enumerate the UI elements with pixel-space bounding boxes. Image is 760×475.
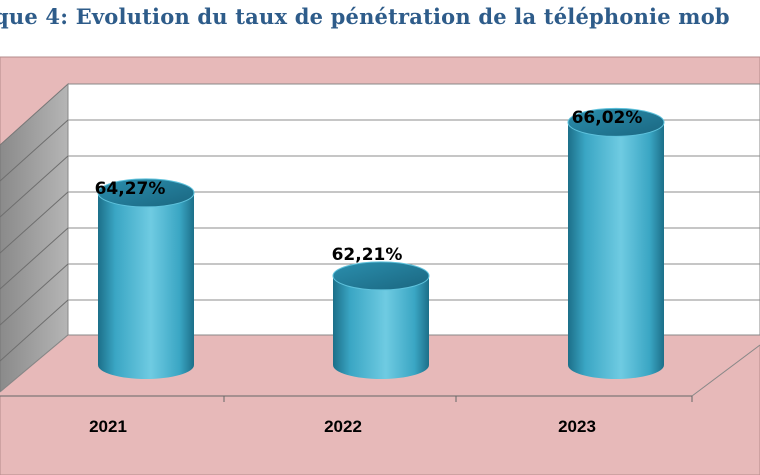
x-axis-ticks bbox=[223, 396, 693, 402]
bar-body bbox=[333, 275, 429, 379]
side-gridline bbox=[0, 263, 69, 326]
side-gridline bbox=[0, 227, 69, 290]
x-tick-label-2023: 2023 bbox=[558, 417, 596, 436]
x-tick-label-2021: 2021 bbox=[89, 417, 127, 436]
data-label-2021: 64,27% bbox=[95, 179, 166, 199]
side-gridline bbox=[0, 191, 69, 254]
bar-body bbox=[568, 122, 664, 380]
bar-2023 bbox=[567, 107, 665, 380]
bar-body bbox=[98, 192, 194, 379]
side-gridline bbox=[0, 155, 69, 218]
bar-2022 bbox=[332, 261, 430, 379]
bar-top bbox=[97, 178, 195, 208]
chart-title: que 4: Evolution du taux de pénétration … bbox=[0, 4, 730, 29]
side-gridline bbox=[0, 119, 69, 182]
bar-top bbox=[567, 107, 665, 137]
data-label-2022: 62,21% bbox=[332, 245, 403, 265]
bar-top bbox=[332, 261, 430, 291]
floor-right-edge bbox=[691, 344, 760, 397]
bar-2021 bbox=[97, 178, 195, 379]
floor-left-edge bbox=[0, 334, 69, 393]
data-label-2023: 66,02% bbox=[572, 108, 643, 128]
x-tick-label-2022: 2022 bbox=[324, 417, 362, 436]
side-gridline bbox=[0, 299, 69, 362]
